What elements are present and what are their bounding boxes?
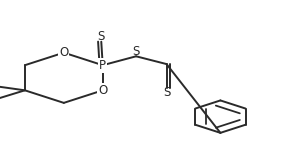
Text: S: S xyxy=(133,45,140,58)
Text: O: O xyxy=(98,84,107,97)
Text: S: S xyxy=(98,30,105,43)
Text: S: S xyxy=(163,86,170,99)
Text: O: O xyxy=(59,46,68,59)
Text: P: P xyxy=(99,59,106,72)
